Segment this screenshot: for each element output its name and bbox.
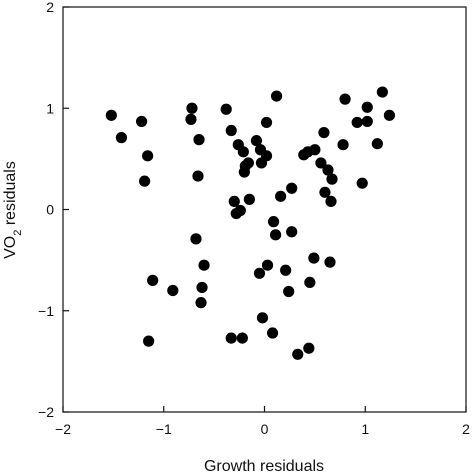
data-point <box>228 195 240 207</box>
data-point <box>105 109 117 121</box>
data-point <box>376 86 388 98</box>
data-point <box>115 132 128 144</box>
x-tick-label: −2 <box>55 421 71 437</box>
data-point <box>260 150 273 162</box>
data-point <box>303 342 315 354</box>
data-point <box>319 186 331 198</box>
data-point <box>270 90 283 102</box>
data-point <box>260 116 273 129</box>
y-axis-title-subscript: 2 <box>12 230 24 236</box>
y-axis-title: VO2 residuals <box>2 161 24 259</box>
points-layer <box>105 86 396 360</box>
data-point <box>225 332 237 344</box>
data-point <box>234 204 246 217</box>
data-point <box>143 335 155 347</box>
data-point <box>324 256 336 268</box>
y-tick-label: 2 <box>46 0 54 15</box>
x-tick-label: 2 <box>462 421 470 437</box>
x-tick-label: −1 <box>156 421 172 437</box>
data-point <box>195 297 207 309</box>
data-point <box>238 166 250 178</box>
data-point <box>242 157 254 169</box>
data-point <box>147 274 159 286</box>
data-point <box>361 101 373 113</box>
data-point <box>139 175 151 187</box>
data-point <box>269 229 282 241</box>
plot-frame <box>62 6 467 413</box>
data-point <box>237 146 249 158</box>
x-tick-label: 1 <box>361 421 369 437</box>
data-point <box>351 116 363 129</box>
data-point <box>192 170 204 182</box>
y-tick-label: −2 <box>38 404 54 420</box>
labels-layer: −2 −1 0 1 2 −2 −1 0 1 2 <box>38 0 470 437</box>
y-tick-label: 0 <box>46 202 54 218</box>
data-point <box>190 233 202 245</box>
data-point <box>236 332 248 344</box>
data-point <box>253 267 266 279</box>
data-point <box>267 216 280 228</box>
data-point <box>220 103 232 115</box>
data-point <box>371 138 383 150</box>
y-tick-label: −1 <box>38 303 54 319</box>
y-axis-title-prefix: VO <box>2 236 19 259</box>
data-point <box>275 190 287 202</box>
data-point <box>308 252 320 264</box>
data-point <box>185 113 197 125</box>
y-tick-label: 1 <box>46 100 54 116</box>
x-tick-label: 0 <box>261 421 269 437</box>
data-point <box>383 109 396 121</box>
data-point <box>337 139 349 151</box>
data-point <box>193 134 205 146</box>
data-point <box>339 93 351 105</box>
data-point <box>304 276 316 288</box>
data-point <box>315 157 327 169</box>
data-point <box>243 193 255 205</box>
data-point <box>361 115 373 128</box>
data-point <box>286 226 298 238</box>
ticks-layer <box>62 6 467 413</box>
data-point <box>196 281 208 294</box>
x-axis-title: Growth residuals <box>204 458 324 474</box>
data-point <box>322 164 334 176</box>
data-point <box>286 182 298 194</box>
data-point <box>292 348 304 360</box>
data-point <box>198 259 210 271</box>
data-point <box>266 327 279 339</box>
data-point <box>326 173 338 185</box>
data-point <box>356 177 368 189</box>
data-point <box>225 124 237 137</box>
data-point <box>325 195 337 207</box>
data-point <box>309 144 321 156</box>
data-point <box>186 102 198 114</box>
data-point <box>250 135 263 147</box>
data-point <box>256 312 269 324</box>
data-point <box>280 264 292 276</box>
data-point <box>142 150 154 162</box>
data-point <box>283 285 295 298</box>
data-point <box>261 259 274 271</box>
data-point <box>318 126 330 139</box>
data-point <box>167 284 179 297</box>
y-axis-title-suffix: residuals <box>2 161 19 229</box>
data-point <box>135 115 148 128</box>
